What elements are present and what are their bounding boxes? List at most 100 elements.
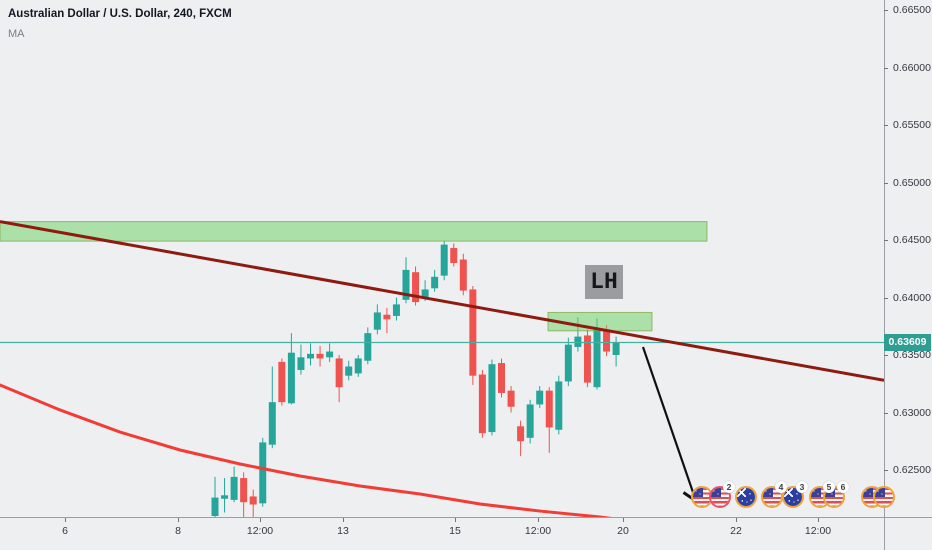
price-axis-label: 0.66000 bbox=[893, 61, 931, 74]
us-flag bbox=[710, 488, 729, 506]
calendar-event-count-badge: 5 bbox=[823, 481, 835, 493]
price-axis-tick bbox=[884, 240, 888, 241]
price-axis-label: 0.66500 bbox=[893, 4, 931, 16]
candle-body[interactable] bbox=[583, 335, 591, 383]
price-axis-tick bbox=[884, 10, 888, 11]
candle-body[interactable] bbox=[345, 366, 353, 376]
candle-body[interactable] bbox=[373, 312, 381, 330]
us-flag bbox=[762, 488, 781, 506]
candle-body[interactable] bbox=[211, 497, 219, 516]
time-axis-separator bbox=[0, 517, 932, 518]
candlestick-chart[interactable] bbox=[0, 0, 884, 517]
candle-body[interactable] bbox=[440, 244, 448, 276]
candle-body[interactable] bbox=[364, 333, 372, 361]
candle-body[interactable] bbox=[421, 289, 429, 298]
candle-body[interactable] bbox=[593, 328, 601, 388]
price-axis-tick bbox=[884, 297, 888, 299]
time-axis-tick bbox=[538, 518, 539, 522]
candle-body[interactable] bbox=[507, 390, 515, 407]
time-axis-tick bbox=[343, 518, 344, 522]
time-axis[interactable]: 6 8 12:00 13 15 12:00 20 22 12:00 bbox=[0, 518, 884, 550]
price-axis[interactable]: 0.63609 0.66500 0.66000 0.65500 0.65000 0.64… bbox=[884, 0, 932, 517]
price-axis-label: 0.62500 bbox=[893, 464, 931, 476]
candle-body[interactable] bbox=[259, 442, 267, 504]
symbol-title[interactable]: Australian Dollar / U.S. Dollar, 240, FX… bbox=[8, 8, 232, 20]
candle-body[interactable] bbox=[392, 304, 400, 316]
candle-body[interactable] bbox=[326, 351, 334, 358]
us-flag-calendar-icon[interactable] bbox=[872, 486, 895, 508]
time-axis-label: 6 bbox=[62, 525, 68, 537]
price-axis-label: 0.63000 bbox=[893, 406, 931, 419]
time-axis-label: 12:00 bbox=[246, 525, 274, 537]
candle-body[interactable] bbox=[459, 259, 467, 291]
chart-legend: Australian Dollar / U.S. Dollar, 240, FX… bbox=[8, 6, 232, 42]
time-axis-tick bbox=[818, 518, 819, 522]
candle-body[interactable] bbox=[249, 496, 257, 505]
candle-body[interactable] bbox=[603, 329, 611, 352]
candle-body[interactable] bbox=[412, 272, 420, 303]
price-axis-separator bbox=[884, 0, 885, 550]
au-flag bbox=[783, 488, 802, 506]
time-axis-label: 22 bbox=[730, 525, 742, 537]
candle-body[interactable] bbox=[278, 361, 286, 403]
candle-body[interactable] bbox=[240, 478, 248, 503]
lower-high-annotation[interactable]: LH bbox=[585, 265, 623, 299]
candle-body[interactable] bbox=[564, 344, 572, 382]
time-axis-tick bbox=[178, 518, 179, 522]
time-axis-label: 12:00 bbox=[524, 525, 552, 537]
candle-body[interactable] bbox=[498, 363, 505, 393]
ma-line[interactable] bbox=[0, 383, 648, 517]
time-axis-label: 12:00 bbox=[804, 525, 832, 537]
arrow-annotation[interactable] bbox=[641, 346, 703, 504]
current-price-label: 0.63609 bbox=[884, 333, 931, 351]
time-axis-tick bbox=[736, 518, 737, 522]
us-flag bbox=[692, 488, 711, 506]
candle-body[interactable] bbox=[287, 352, 295, 404]
supply-zone[interactable] bbox=[0, 221, 708, 242]
trendline[interactable] bbox=[0, 220, 884, 382]
price-axis-label: 0.65500 bbox=[893, 119, 931, 131]
price-axis-tick bbox=[884, 470, 888, 471]
candle-body[interactable] bbox=[517, 426, 525, 442]
candle-body[interactable] bbox=[221, 495, 229, 499]
candle-body[interactable] bbox=[536, 390, 544, 405]
time-axis-label: 20 bbox=[617, 525, 629, 537]
time-axis-label: 8 bbox=[175, 525, 181, 537]
candle-body[interactable] bbox=[316, 353, 324, 359]
au-flag-calendar-icon[interactable] bbox=[734, 486, 757, 508]
time-axis-tick bbox=[455, 518, 456, 522]
candle-body[interactable] bbox=[335, 358, 343, 388]
indicator-label-ma[interactable]: MA bbox=[8, 28, 25, 40]
candle-body[interactable] bbox=[383, 314, 391, 320]
candle-body[interactable] bbox=[307, 353, 314, 359]
au-flag bbox=[736, 488, 755, 506]
price-axis-tick bbox=[884, 182, 888, 184]
candle-body[interactable] bbox=[230, 476, 238, 500]
candle-body[interactable] bbox=[297, 357, 305, 370]
price-axis-tick bbox=[884, 355, 888, 356]
us-flag-calendar-icon[interactable] bbox=[760, 486, 783, 508]
candle-body[interactable] bbox=[488, 364, 496, 433]
candle-body[interactable] bbox=[612, 342, 620, 355]
time-axis-tick bbox=[623, 518, 624, 522]
candle-body[interactable] bbox=[268, 402, 276, 445]
price-axis-label: 0.65000 bbox=[893, 176, 931, 189]
candle-body[interactable] bbox=[354, 358, 362, 374]
time-axis-label: 15 bbox=[449, 525, 461, 537]
candle-body[interactable] bbox=[450, 248, 458, 263]
price-axis-tick bbox=[884, 412, 888, 414]
price-axis-label: 0.63500 bbox=[893, 349, 931, 361]
supply-zone[interactable] bbox=[547, 311, 653, 332]
candle-body[interactable] bbox=[402, 269, 410, 300]
us-flag bbox=[874, 488, 893, 506]
candle-body[interactable] bbox=[431, 276, 439, 289]
candle-body[interactable] bbox=[545, 390, 553, 428]
candle-body[interactable] bbox=[555, 381, 563, 430]
candle-body[interactable] bbox=[469, 289, 477, 376]
candle-body[interactable] bbox=[574, 336, 582, 347]
calendar-event-count-badge: 2 bbox=[723, 481, 735, 493]
candle-body[interactable] bbox=[526, 404, 534, 438]
candle-body[interactable] bbox=[478, 374, 486, 434]
time-axis-tick bbox=[260, 518, 261, 522]
